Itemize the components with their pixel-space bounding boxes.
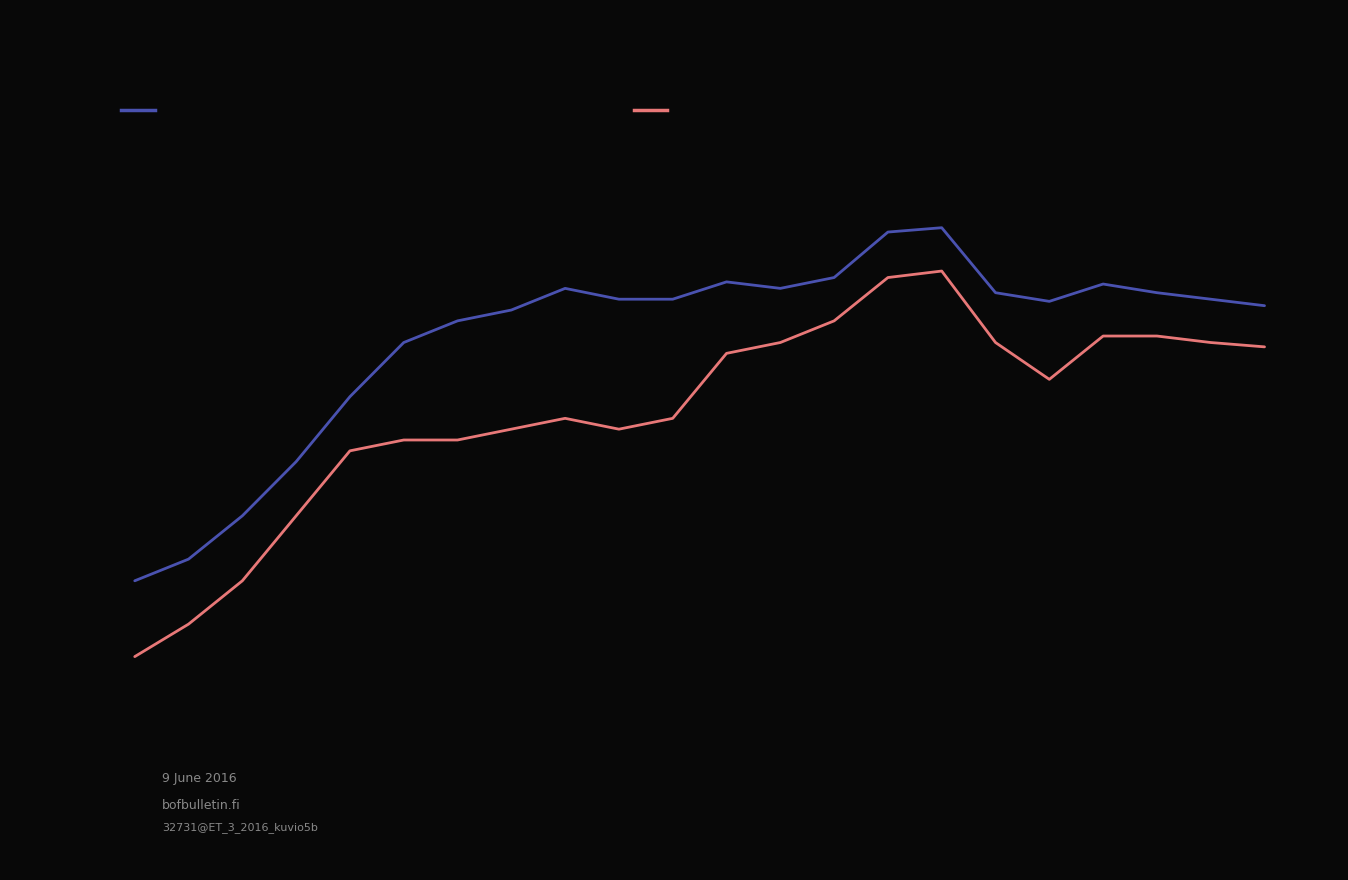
Text: 32731@ET_3_2016_kuvio5b: 32731@ET_3_2016_kuvio5b xyxy=(162,822,318,832)
Text: bofbulletin.fi: bofbulletin.fi xyxy=(162,799,240,811)
Text: 9 June 2016: 9 June 2016 xyxy=(162,773,236,785)
